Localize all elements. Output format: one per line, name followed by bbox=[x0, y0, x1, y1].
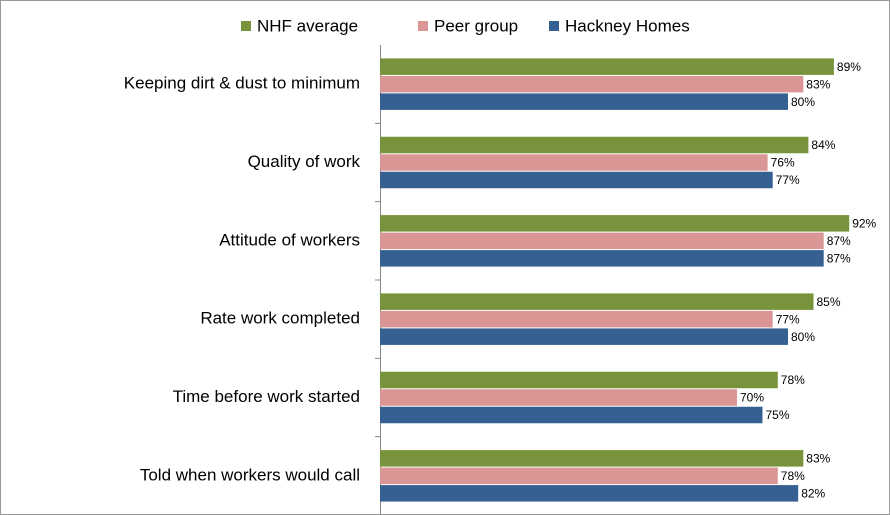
legend-swatch bbox=[549, 21, 559, 31]
bar bbox=[380, 136, 809, 154]
value-label: 85% bbox=[817, 295, 841, 309]
bar bbox=[380, 310, 773, 328]
bar bbox=[380, 171, 773, 189]
legend-label: NHF average bbox=[257, 16, 358, 35]
category-label: Keeping dirt & dust to minimum bbox=[124, 74, 360, 93]
value-label: 78% bbox=[781, 469, 805, 483]
value-label: 77% bbox=[776, 173, 800, 187]
value-label: 78% bbox=[781, 373, 805, 387]
value-label: 87% bbox=[827, 252, 851, 266]
legend-label: Peer group bbox=[434, 16, 518, 35]
bar bbox=[380, 328, 788, 345]
bar bbox=[380, 293, 814, 310]
category-label: Told when workers would call bbox=[140, 465, 360, 484]
bar bbox=[380, 406, 763, 424]
value-label: 76% bbox=[771, 156, 795, 170]
bar bbox=[380, 250, 824, 267]
legend-swatch bbox=[241, 21, 251, 31]
legend-label: Hackney Homes bbox=[565, 16, 690, 35]
value-label: 87% bbox=[827, 234, 851, 248]
value-label: 80% bbox=[791, 95, 815, 109]
bar bbox=[380, 58, 834, 75]
bar bbox=[380, 450, 804, 467]
category-label: Time before work started bbox=[173, 387, 360, 406]
category-label: Attitude of workers bbox=[219, 230, 360, 249]
value-label: 92% bbox=[852, 217, 876, 231]
value-label: 89% bbox=[837, 60, 861, 74]
category-label: Rate work completed bbox=[200, 309, 360, 328]
value-label: 80% bbox=[791, 330, 815, 344]
bar bbox=[380, 485, 799, 502]
bar bbox=[380, 232, 824, 250]
bar bbox=[380, 93, 788, 110]
bar bbox=[380, 215, 850, 232]
bar bbox=[380, 154, 768, 171]
value-label: 84% bbox=[811, 138, 835, 152]
value-label: 75% bbox=[766, 408, 790, 422]
bar bbox=[380, 75, 804, 93]
value-label: 70% bbox=[740, 391, 764, 405]
value-label: 77% bbox=[776, 312, 800, 326]
value-label: 82% bbox=[801, 487, 825, 501]
bar bbox=[380, 389, 737, 406]
category-label: Quality of work bbox=[248, 152, 361, 171]
value-label: 83% bbox=[806, 452, 830, 466]
legend-swatch bbox=[418, 21, 428, 31]
value-label: 83% bbox=[806, 77, 830, 91]
bar bbox=[380, 371, 778, 389]
bar bbox=[380, 467, 778, 485]
